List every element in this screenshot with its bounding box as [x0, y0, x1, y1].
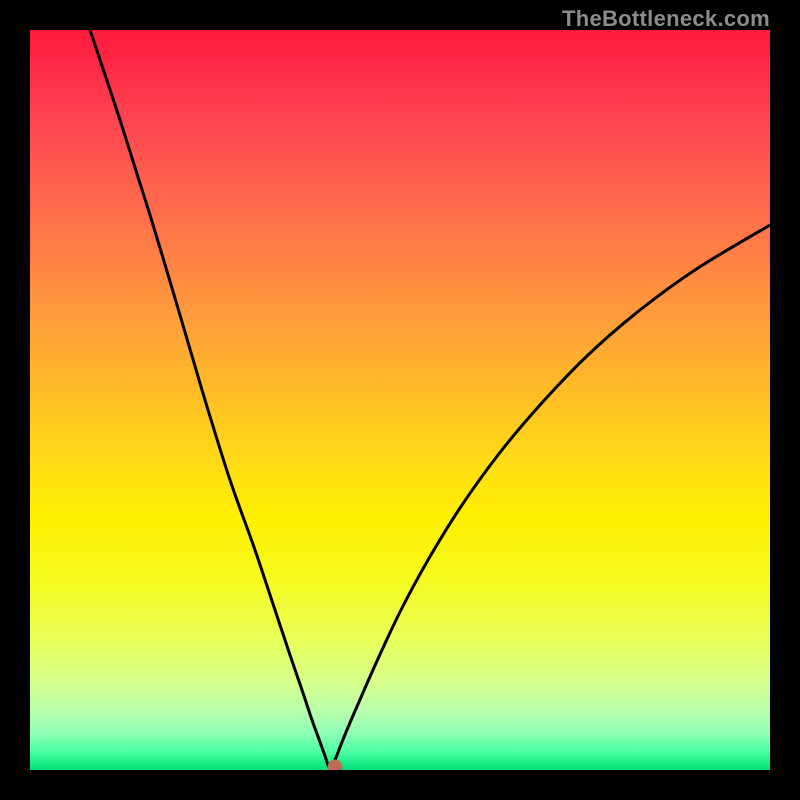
plot-area: [30, 30, 770, 770]
gradient-background: [30, 30, 770, 770]
cusp-marker: [328, 760, 342, 770]
chart-svg: [30, 30, 770, 770]
watermark-text: TheBottleneck.com: [562, 6, 770, 32]
chart-root: TheBottleneck.com: [0, 0, 800, 800]
